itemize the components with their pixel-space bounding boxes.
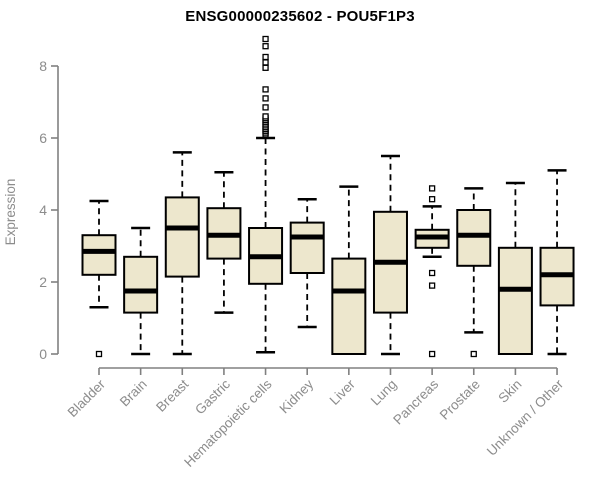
outlier-point (262, 95, 269, 102)
x-category-label-breast: Breast (153, 376, 191, 414)
outlier-point (95, 350, 103, 358)
y-tick-label: 0 (39, 346, 47, 362)
boxplot-skin (497, 181, 533, 355)
outlier-point (428, 196, 436, 203)
iqr-box (497, 246, 533, 355)
y-tick-label: 6 (39, 130, 47, 146)
x-category-label-brain: Brain (117, 377, 150, 410)
outlier-point (262, 35, 269, 43)
outlier-point (262, 104, 269, 111)
iqr-box (456, 209, 492, 267)
outlier-point (428, 282, 436, 289)
boxplot-prostate (456, 187, 492, 358)
x-category-label-liver: Liver (327, 376, 359, 408)
x-category-label-skin: Skin (495, 377, 524, 406)
boxplot-unknown-other (539, 169, 575, 356)
boxplot-bladder (81, 199, 117, 358)
outlier-point (262, 43, 269, 50)
iqr-box (81, 234, 117, 276)
x-category-label-prostate: Prostate (437, 377, 483, 423)
boxplot-lung (372, 154, 408, 356)
x-category-label-gastric: Gastric (192, 376, 233, 417)
y-tick-label: 2 (39, 274, 47, 290)
boxplot-hematopoietic-cells (248, 35, 284, 354)
x-category-label-unknown-other: Unknown / Other (484, 376, 567, 459)
boxplot-kidney (289, 197, 325, 329)
boxplot-pancreas (414, 185, 450, 358)
y-tick-label: 8 (39, 58, 47, 74)
boxplot-breast (164, 151, 200, 356)
outlier-point (428, 269, 436, 277)
outlier-point (262, 113, 269, 120)
outlier-point (428, 350, 436, 358)
iqr-box (289, 221, 325, 275)
outlier-point (262, 64, 269, 71)
y-axis: 0 2 4 6 8 Expression (3, 58, 59, 362)
x-category-label-kidney: Kidney (277, 376, 317, 416)
boxplot-liver (331, 185, 367, 356)
boxplot-brain (123, 226, 159, 356)
x-category-label-bladder: Bladder (65, 376, 109, 420)
outlier-point (262, 53, 269, 61)
y-axis-title: Expression (3, 179, 18, 246)
iqr-box (164, 196, 200, 278)
outlier-point (428, 185, 436, 192)
boxplot-gastric (206, 170, 242, 314)
y-tick-label: 4 (39, 202, 47, 218)
outlier-point (262, 59, 269, 66)
x-category-label-lung: Lung (368, 377, 400, 409)
outlier-point (470, 350, 477, 358)
iqr-box (331, 257, 367, 356)
chart-title: ENSG00000235602 - POU5F1P3 (185, 8, 415, 25)
x-category-label-pancreas: Pancreas (390, 376, 441, 427)
iqr-box (123, 255, 159, 314)
outlier-point (262, 86, 269, 93)
